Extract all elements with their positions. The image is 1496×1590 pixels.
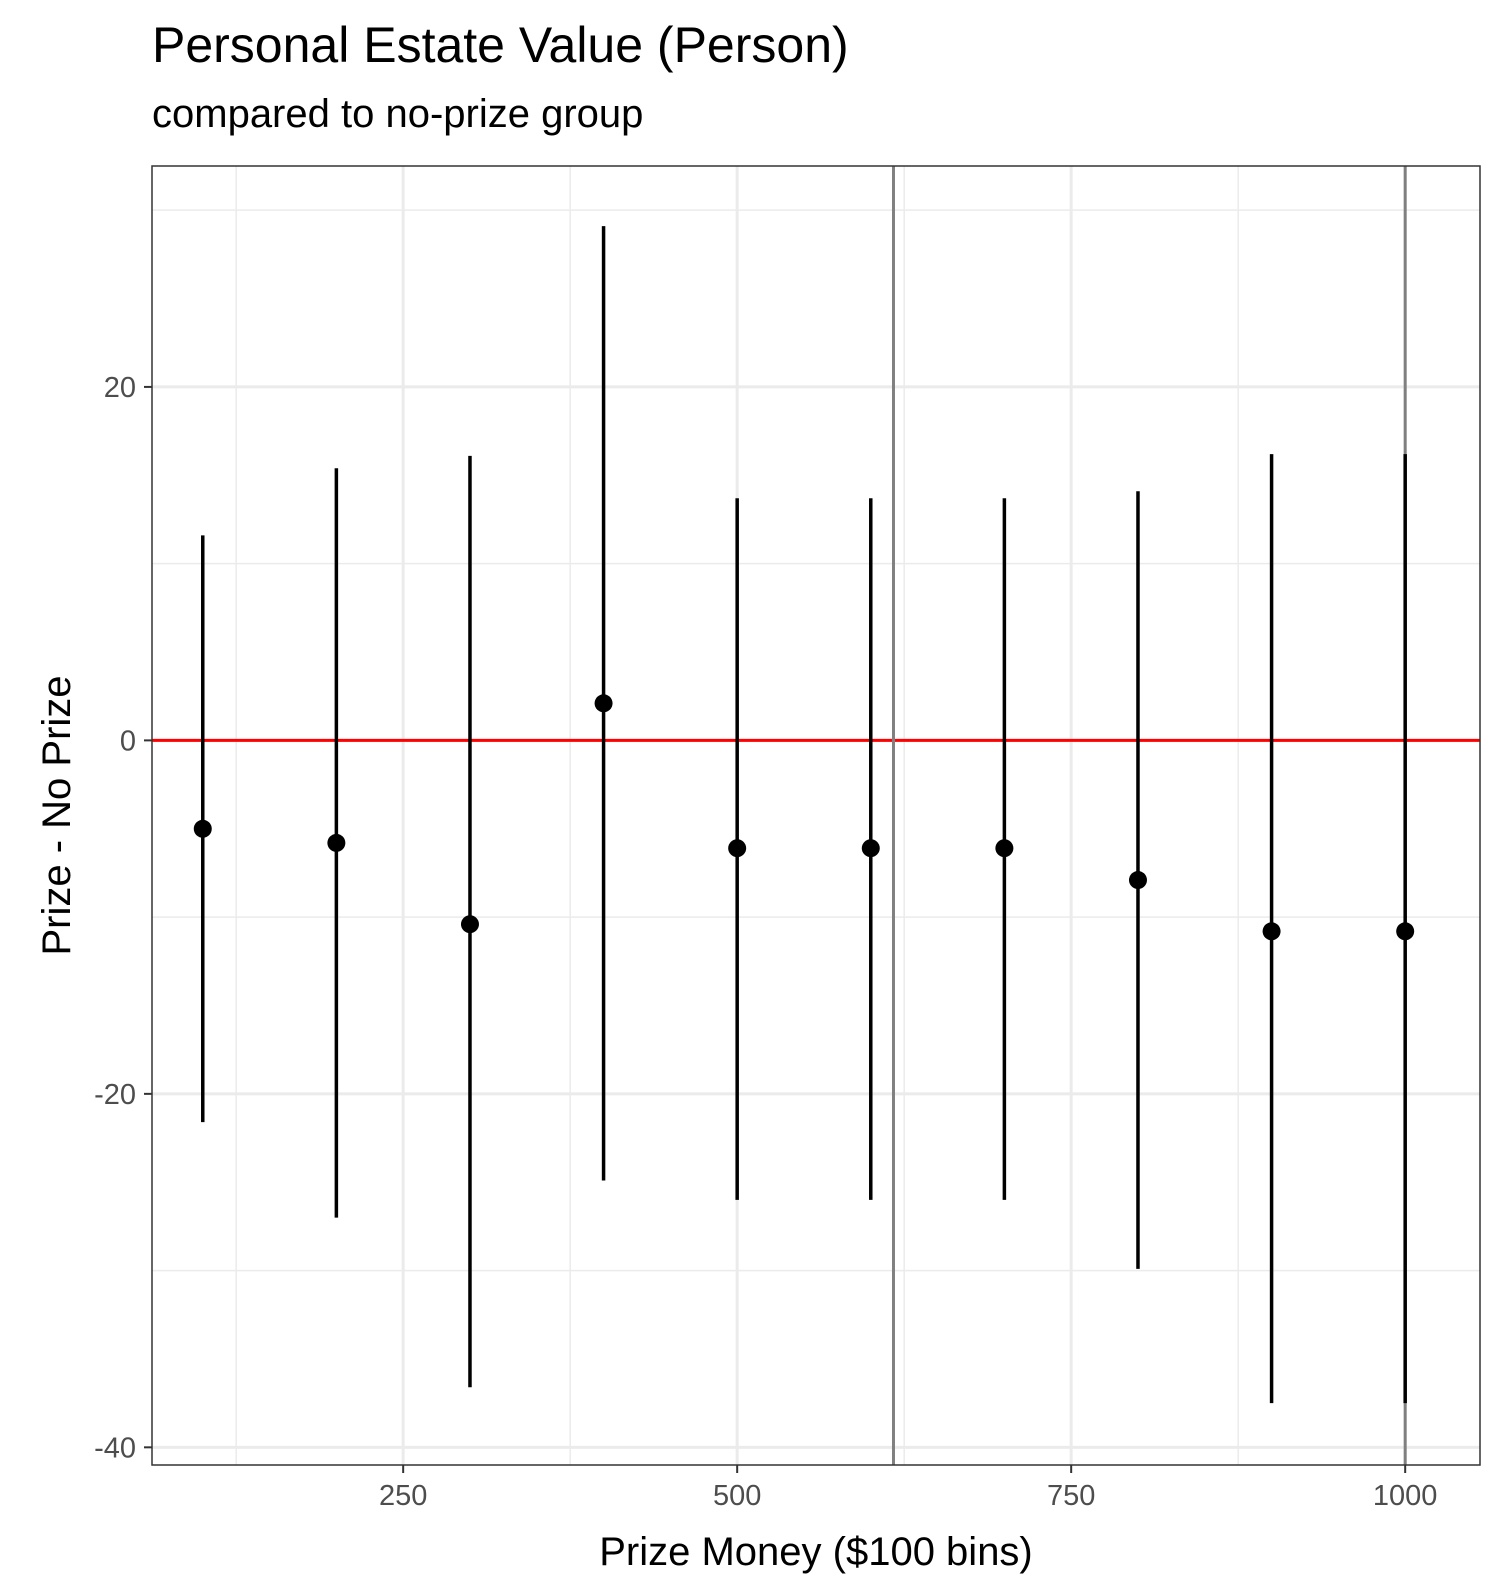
data-point [995,839,1014,858]
chart-title: Personal Estate Value (Person) [152,17,849,73]
x-tick-label: 250 [379,1480,427,1512]
chart-subtitle: compared to no-prize group [152,92,644,136]
y-tick-label: -20 [94,1079,136,1111]
y-tick-label: 20 [104,372,136,404]
data-point [193,819,212,838]
y-tick-label: 0 [120,725,136,757]
panel-border [151,165,1481,1466]
data-point [327,833,346,852]
x-tick-label: 500 [713,1480,761,1512]
data-point [1128,871,1147,890]
x-axis-title: Prize Money ($100 bins) [599,1530,1033,1574]
grid-minor-lines [152,166,1480,1465]
axis-ticks: 250 500 750 1000 -40 -20 0 20 [94,372,1437,1512]
data-point [1396,922,1415,941]
data-point [728,839,747,858]
data-point [1262,922,1281,941]
y-axis-title: Prize - No Prize [35,675,79,955]
data-point [594,694,613,713]
x-tick-label: 750 [1047,1480,1095,1512]
data-marks [193,226,1415,1404]
x-tick-label: 1000 [1373,1480,1438,1512]
data-point [460,915,479,934]
y-tick-label: -40 [94,1432,136,1464]
data-point [861,839,880,858]
